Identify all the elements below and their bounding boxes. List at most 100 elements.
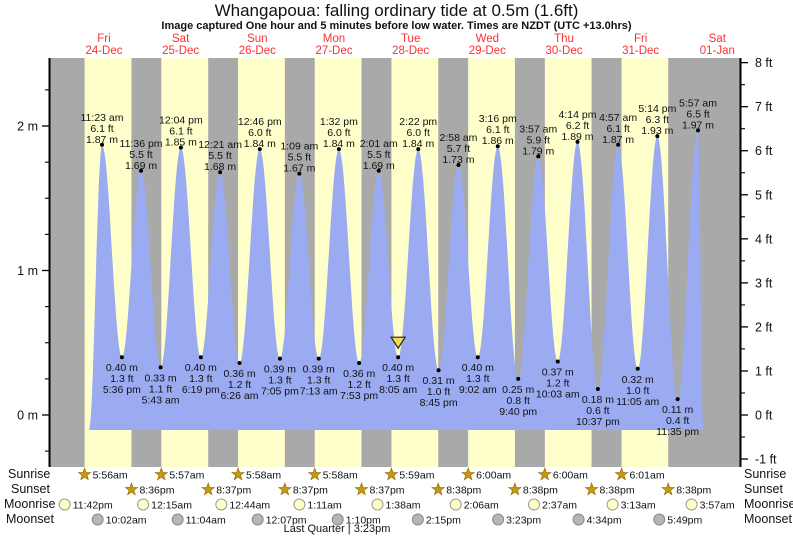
low-tide-label: 7:13 am (300, 386, 338, 398)
low-tide-label: 7:05 pm (261, 386, 299, 398)
sunrise-star-icon (77, 467, 92, 481)
sunset-time: 8:38pm (523, 485, 558, 497)
low-tide-label: 0.31 m (423, 375, 455, 387)
day-label: Sat (172, 33, 190, 45)
high-tide-label: 5.9 ft (527, 134, 550, 146)
day-date-label: 28-Dec (392, 45, 429, 57)
moonrise-row-label-right: Moonrise (744, 497, 793, 511)
left-axis-tick-label: 1 m (17, 264, 38, 278)
high-tide-point (616, 142, 621, 147)
high-tide-label: 6.1 ft (169, 126, 192, 138)
high-tide-label: 1.97 m (682, 119, 714, 131)
high-tide-label: 1.87 m (86, 134, 118, 146)
high-tide-label: 5.7 ft (447, 143, 470, 155)
sunset-time: 8:37pm (216, 485, 251, 497)
right-axis-tick-label: 8 ft (755, 56, 773, 70)
right-axis-line (739, 58, 742, 467)
high-tide-point (495, 144, 500, 149)
low-tide-label: 0.36 m (343, 368, 375, 380)
moonset-icon (653, 513, 666, 526)
low-tide-label: 5:36 pm (103, 384, 141, 396)
sunset-star-icon (431, 482, 446, 496)
moonset-icon (331, 513, 344, 526)
day-date-label: 29-Dec (469, 45, 506, 57)
sunrise-time: 5:56am (93, 470, 128, 482)
day-date-label: 30-Dec (545, 45, 582, 57)
moonset-icon (572, 513, 585, 526)
moonset-icon (492, 513, 505, 526)
moonrise-time: 3:13am (621, 500, 656, 512)
right-axis-tick-label: 2 ft (755, 320, 773, 334)
moonrise-icon (293, 498, 306, 511)
high-tide-label: 1:32 pm (320, 116, 358, 128)
low-tide-label: 1.2 ft (546, 378, 569, 390)
low-tide-label: 0.11 m (662, 404, 694, 416)
sunset-star-icon (277, 482, 292, 496)
high-tide-point (536, 154, 541, 159)
sunrise-star-icon (614, 467, 629, 481)
moonrise-icon (528, 498, 541, 511)
moon-phase-text: Last Quarter | 3:23pm (283, 523, 391, 535)
chart-subtitle: Image captured One hour and 5 minutes be… (161, 20, 632, 32)
page-title: Whangapoua: falling ordinary tide at 0.5… (214, 1, 579, 20)
high-tide-label: 1.68 m (204, 161, 236, 173)
low-tide-point (436, 368, 441, 373)
moonset-time: 5:49pm (667, 515, 702, 527)
day-date-label: 24-Dec (85, 45, 122, 57)
low-tide-point (555, 359, 560, 364)
day-label: Tue (401, 33, 420, 45)
high-tide-point (218, 170, 223, 175)
sunset-row-label-right: Sunset (744, 482, 783, 496)
low-tide-label: 1.3 ft (189, 373, 212, 385)
moonset-row-label-right: Moonset (744, 512, 792, 526)
high-tide-point (655, 134, 660, 139)
low-tide-label: 6:26 am (221, 390, 259, 402)
sunset-time: 8:37pm (370, 485, 405, 497)
low-tide-label: 10:37 pm (576, 416, 620, 428)
low-tide-label: 1.3 ft (466, 373, 489, 385)
day-date-label: 31-Dec (622, 45, 659, 57)
high-tide-point (456, 163, 461, 168)
left-axis-line (48, 58, 51, 467)
moonrise-icon (606, 498, 619, 511)
sunrise-time: 5:58am (246, 470, 281, 482)
sunrise-time: 5:57am (169, 470, 204, 482)
high-tide-label: 1:09 am (280, 141, 318, 153)
moonset-time: 10:02am (106, 515, 147, 527)
right-axis-tick-label: 5 ft (755, 188, 773, 202)
moonrise-time: 1:11am (307, 500, 341, 512)
day-label: Wed (476, 33, 499, 45)
sunset-star-icon (201, 482, 216, 496)
high-tide-label: 1.84 m (402, 138, 434, 150)
sunset-time: 8:36pm (139, 485, 174, 497)
moonset-row-label-left: Moonset (6, 512, 54, 526)
low-tide-label: 1.3 ft (307, 375, 330, 387)
high-tide-label: 12:21 am (198, 139, 242, 151)
moonrise-icon (371, 498, 384, 511)
high-tide-label: 6.1 ft (486, 124, 509, 136)
high-tide-label: 5:57 am (679, 97, 717, 109)
tide-curve-area (89, 130, 704, 431)
low-tide-label: 1.3 ft (386, 373, 409, 385)
sunset-star-icon (124, 482, 139, 496)
high-tide-label: 5.5 ft (367, 149, 390, 161)
moonset-time: 3:23pm (506, 515, 541, 527)
low-tide-label: 9:40 pm (499, 406, 537, 418)
high-tide-label: 1.67 m (283, 163, 315, 175)
high-tide-label: 11:23 am (81, 112, 124, 124)
low-tide-label: 10:03 am (536, 389, 580, 401)
day-label: Sun (247, 33, 267, 45)
high-tide-label: 6.0 ft (327, 127, 350, 139)
sunrise-time: 6:01am (630, 470, 665, 482)
low-tide-point (277, 356, 282, 361)
low-tide-point (635, 366, 640, 371)
high-tide-label: 1.89 m (561, 131, 593, 143)
day-label: Mon (323, 33, 345, 45)
sunrise-star-icon (307, 467, 322, 481)
low-tide-label: 0.39 m (264, 364, 296, 376)
high-tide-point (257, 147, 262, 152)
low-tide-point (237, 360, 242, 365)
day-date-label: 25-Dec (162, 45, 199, 57)
high-tide-label: 3:57 am (519, 123, 557, 135)
